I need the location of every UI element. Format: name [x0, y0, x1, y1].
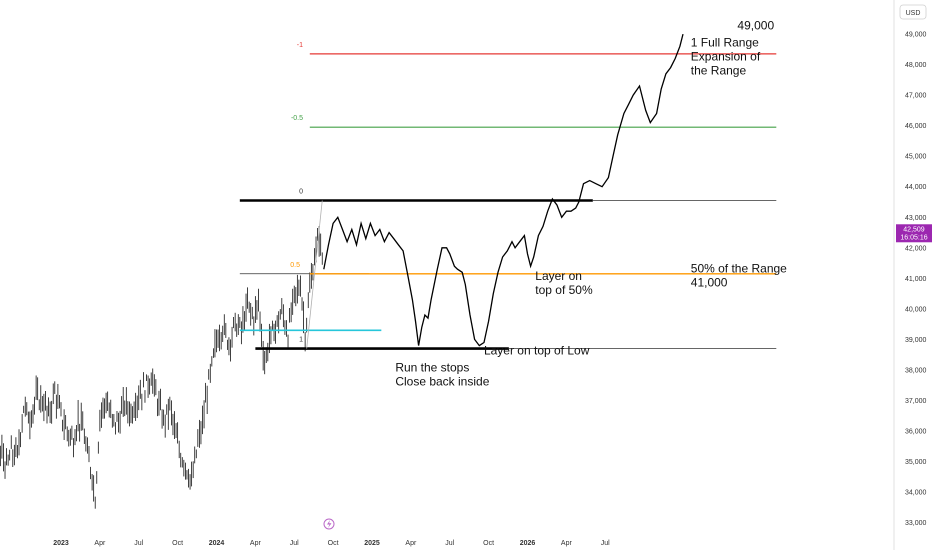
- annotation: Layer on top of Low: [484, 344, 590, 358]
- time-tick-label: Jul: [445, 540, 454, 547]
- fib-label: -0.5: [291, 115, 303, 122]
- time-tick-label: Oct: [328, 540, 339, 547]
- price-history-series: [0, 225, 323, 509]
- fib-label: 1: [299, 337, 303, 344]
- chart-annotations: 49,000 1 Full Range Expansion of the Range 5…: [395, 18, 787, 388]
- annotation-line: Layer on: [535, 269, 582, 283]
- time-tick-label: 2025: [364, 540, 380, 547]
- price-tick-label: 45,000: [905, 154, 927, 161]
- price-tick-label: 38,000: [905, 367, 927, 374]
- fib-level-labels: -1 -0.5 0 0.5 1: [290, 42, 303, 344]
- last-price-badge: [896, 224, 932, 243]
- time-tick-label: Apr: [405, 540, 417, 547]
- events-marker[interactable]: [323, 518, 335, 530]
- annotation-line: Close back inside: [395, 375, 489, 389]
- annotation-line: Run the stops: [395, 361, 469, 375]
- annotation-line: the Range: [691, 63, 747, 77]
- annotation-line: 49,000: [737, 18, 774, 32]
- price-tick-label: 41,000: [905, 276, 927, 283]
- fib-diagonal-line: [306, 200, 323, 349]
- price-tick-label: 39,000: [905, 337, 927, 344]
- horizontal-levels: [239, 53, 777, 350]
- price-tick-label: 49,000: [905, 32, 927, 39]
- annotation-line: 1 Full Range: [691, 35, 759, 49]
- time-tick-label: Jul: [601, 540, 610, 547]
- time-tick-label: Apr: [561, 540, 573, 547]
- time-tick-label: Apr: [250, 540, 262, 547]
- last-price-value: 42,509: [903, 226, 925, 233]
- annotation-line: top of 50%: [535, 283, 593, 297]
- annotation: 49,000: [737, 18, 774, 32]
- annotation-line: Expansion of: [691, 49, 761, 63]
- annotation-line: 41,000: [691, 275, 728, 289]
- time-tick-label: Oct: [172, 540, 183, 547]
- currency-box[interactable]: [899, 4, 927, 20]
- price-tick-label: 43,000: [905, 215, 927, 222]
- lightning-icon-bolt: [327, 520, 332, 528]
- price-tick-label: 36,000: [905, 429, 927, 436]
- time-tick-label: Oct: [483, 540, 494, 547]
- time-axis[interactable]: 2023 Apr Jul Oct 2024 Apr Jul Oct 2025 Apr Jul Oct 2…: [53, 540, 610, 547]
- projection-path: [323, 33, 684, 347]
- time-tick-label: Jul: [134, 540, 143, 547]
- price-tick-label: 46,000: [905, 123, 927, 130]
- time-tick-label: Jul: [290, 540, 299, 547]
- currency-label[interactable]: USD: [906, 10, 921, 17]
- price-tick-label: 34,000: [905, 490, 927, 497]
- annotation: 1 Full Range Expansion of the Range: [691, 35, 761, 77]
- annotation: Run the stops Close back inside: [395, 361, 489, 389]
- last-price-tag: 42,509 16:05:16: [896, 224, 932, 243]
- price-tick-label: 48,000: [905, 62, 927, 69]
- fib-label: 0.5: [290, 262, 300, 269]
- price-tick-label: 33,000: [905, 520, 927, 527]
- price-tick-label: 47,000: [905, 93, 927, 100]
- annotation-line: Layer on top of Low: [484, 344, 590, 358]
- price-tick-label: 37,000: [905, 398, 927, 405]
- time-tick-label: 2023: [53, 540, 69, 547]
- fib-label: 0: [299, 188, 303, 195]
- price-tick-label: 44,000: [905, 184, 927, 191]
- price-axis[interactable]: 33,000 34,000 35,000 36,000 37,000 38,000 39,0…: [905, 32, 927, 528]
- time-tick-label: Apr: [94, 540, 106, 547]
- annotation-line: 50% of the Range: [691, 261, 787, 275]
- price-tick-label: 40,000: [905, 306, 927, 313]
- price-tick-label: 42,000: [905, 245, 927, 252]
- time-tick-label: 2026: [520, 540, 536, 547]
- annotation: Layer on top of 50%: [535, 269, 593, 297]
- annotation: 50% of the Range 41,000: [691, 261, 787, 289]
- price-tick-label: 35,000: [905, 459, 927, 466]
- fib-label: -1: [297, 42, 303, 49]
- last-price-countdown: 16:05:16: [900, 234, 927, 241]
- time-tick-label: 2024: [209, 540, 225, 547]
